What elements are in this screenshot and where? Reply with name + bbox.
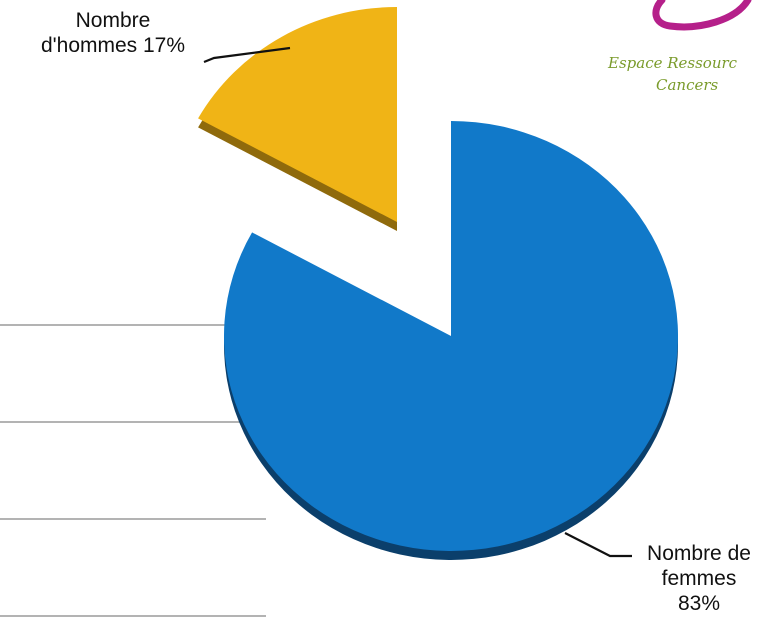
data-label-femmes: Nombre de femmes 83% — [630, 541, 768, 616]
espace-ressources-cancers-logo: Espace Ressourc Cancers — [607, 0, 752, 94]
data-label-hommes: Nombre d'hommes 17% — [18, 8, 208, 58]
logo-swoosh — [652, 0, 752, 31]
label-line: Nombre — [75, 9, 151, 32]
label-line: d'hommes 17% — [40, 34, 186, 57]
leader-line-femmes — [564, 532, 632, 558]
pie-slice-femmes — [223, 121, 678, 551]
pie-slice-hommes — [198, 7, 397, 222]
label-line: 83% — [677, 592, 721, 615]
label-line: femmes — [661, 567, 737, 590]
logo-text-line1: Espace Ressourc — [607, 54, 738, 72]
label-line: Nombre de — [647, 542, 751, 565]
leader-line-hommes — [203, 46, 291, 64]
logo-text-line2: Cancers — [656, 76, 719, 94]
